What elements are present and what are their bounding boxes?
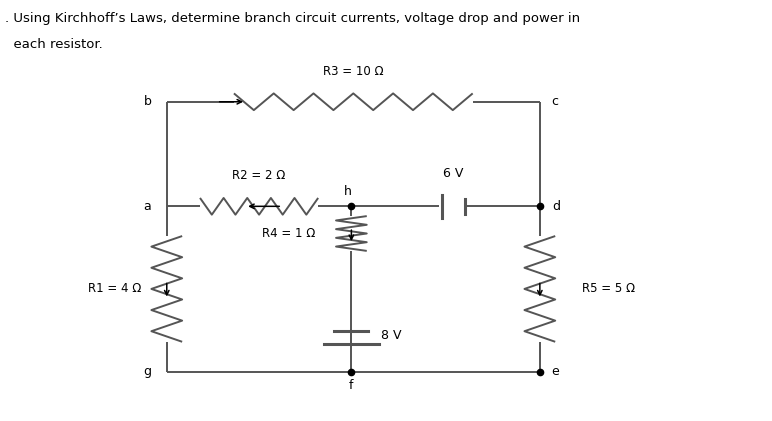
Text: g: g	[144, 365, 151, 378]
Text: 8 V: 8 V	[381, 329, 401, 341]
Text: R3 = 10 Ω: R3 = 10 Ω	[323, 64, 384, 77]
Text: a: a	[144, 200, 151, 213]
Text: f: f	[349, 379, 354, 392]
Text: R2 = 2 Ω: R2 = 2 Ω	[232, 169, 286, 182]
Text: e: e	[551, 365, 559, 378]
Text: each resistor.: each resistor.	[5, 38, 103, 51]
Text: d: d	[552, 200, 560, 213]
Text: R1 = 4 Ω: R1 = 4 Ω	[88, 282, 141, 296]
Text: c: c	[551, 95, 558, 108]
Text: R5 = 5 Ω: R5 = 5 Ω	[582, 282, 635, 296]
Text: b: b	[144, 95, 151, 108]
Text: h: h	[344, 185, 351, 198]
Text: R4 = 1 Ω: R4 = 1 Ω	[262, 227, 315, 240]
Text: . Using Kirchhoff’s Laws, determine branch circuit currents, voltage drop and po: . Using Kirchhoff’s Laws, determine bran…	[5, 12, 581, 25]
Text: 6 V: 6 V	[443, 168, 463, 180]
